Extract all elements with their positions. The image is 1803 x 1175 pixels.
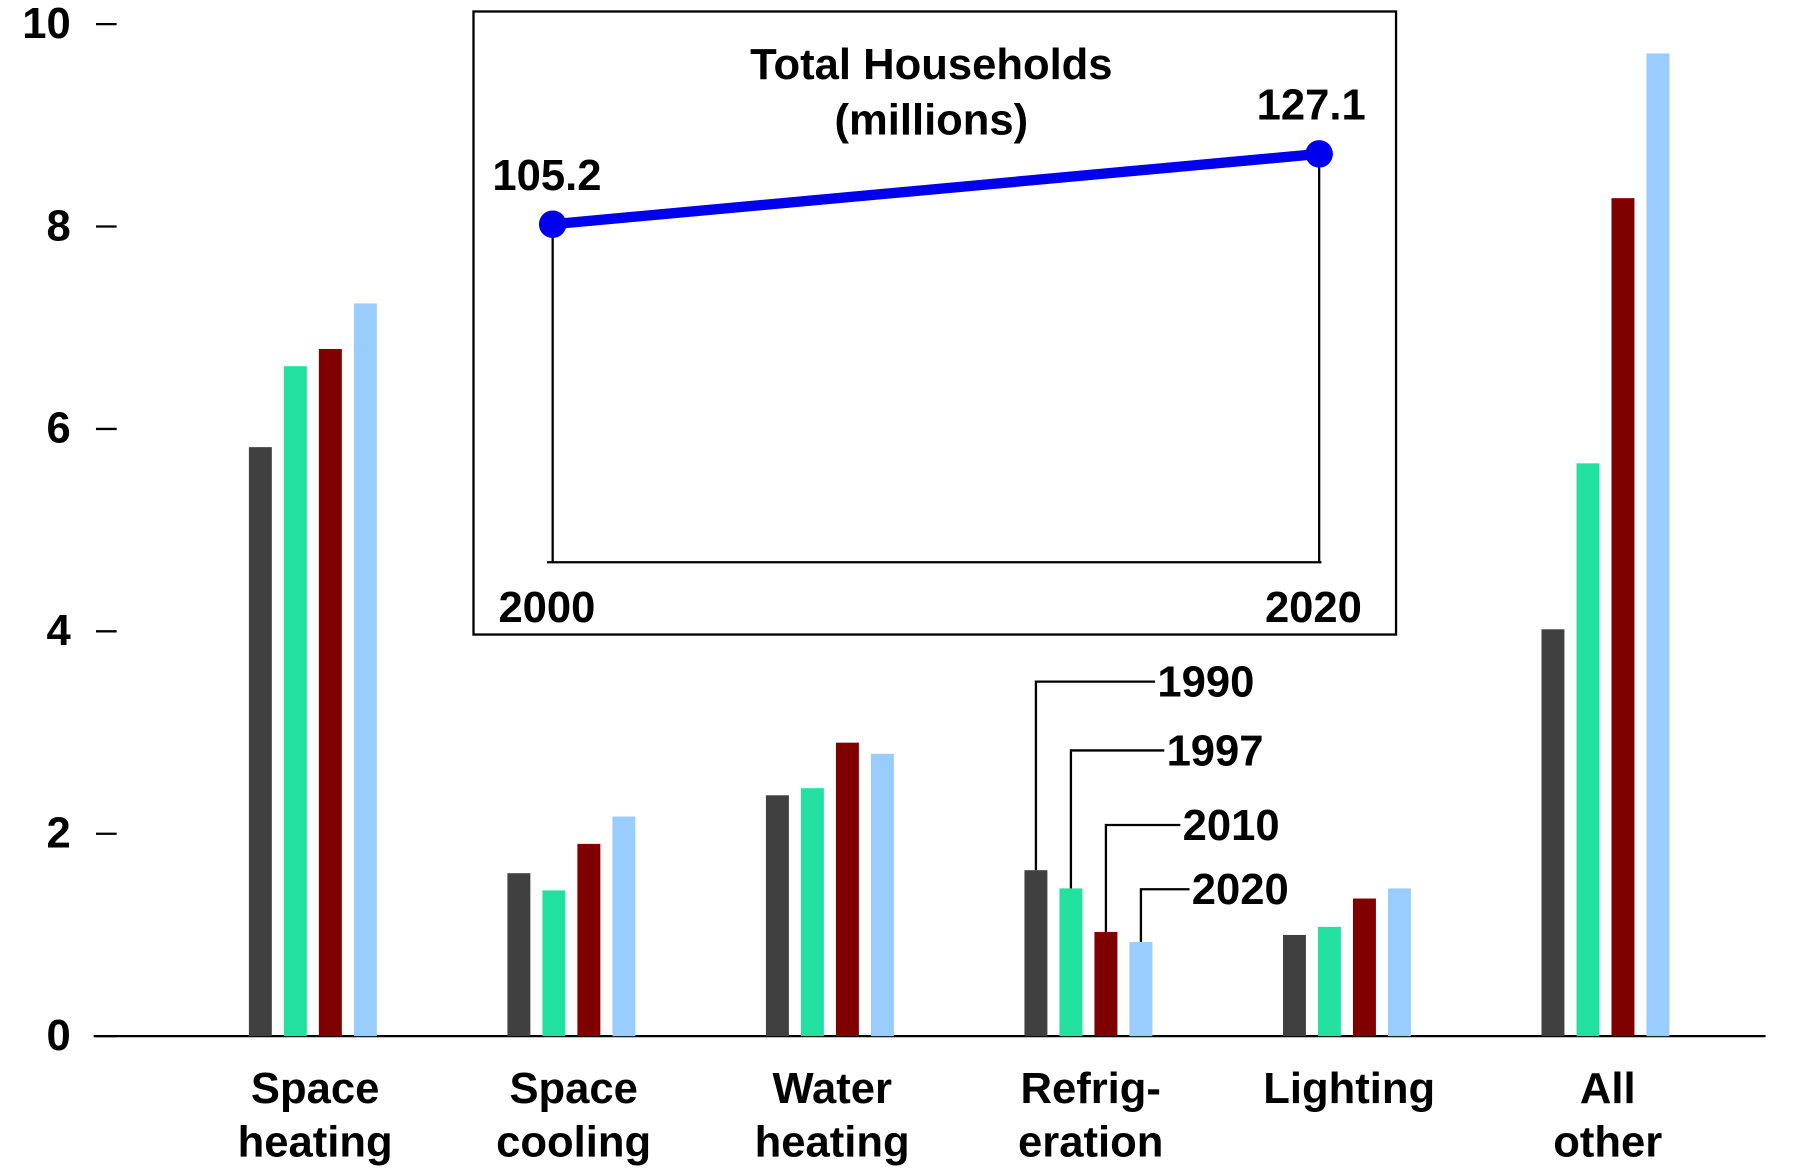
bar <box>1024 870 1048 1037</box>
x-tick-label: Lighting <box>1263 1065 1435 1113</box>
bar <box>765 795 789 1037</box>
bar <box>283 366 307 1037</box>
bar <box>248 447 272 1037</box>
bar <box>1317 926 1341 1037</box>
x-tick-label: Water <box>772 1065 892 1113</box>
x-tick-label: All <box>1580 1065 1636 1113</box>
y-tick-label: 0 <box>46 1012 70 1060</box>
x-tick-label: heating <box>238 1119 393 1167</box>
inset-title: Total Households <box>750 41 1112 89</box>
bar <box>1611 198 1635 1037</box>
bar <box>835 742 859 1037</box>
inset-title: (millions) <box>834 96 1028 144</box>
bar <box>577 843 601 1037</box>
inset-frame <box>472 10 1398 636</box>
bar <box>1059 888 1083 1037</box>
legend-label: 1990 <box>1157 659 1254 707</box>
point <box>1305 140 1333 168</box>
x-tick-label: 2020 <box>1265 584 1362 632</box>
bar <box>1387 888 1411 1037</box>
y-tick-label: 6 <box>46 405 70 453</box>
bar <box>507 873 531 1037</box>
bar <box>318 348 342 1037</box>
y-tick-label: 8 <box>46 202 70 250</box>
value-label: 105.2 <box>492 152 601 200</box>
x-tick-label: cooling <box>496 1119 651 1167</box>
x-tick-label: Refrig- <box>1020 1065 1160 1113</box>
y-tick-label: 4 <box>46 607 71 655</box>
bar <box>542 890 566 1037</box>
y-tick-label: 2 <box>46 810 70 858</box>
value-label: 127.1 <box>1257 82 1366 130</box>
y-tick-label: 10 <box>22 0 71 48</box>
legend-label: 2020 <box>1192 866 1289 914</box>
x-tick-label: heating <box>755 1119 910 1167</box>
bar <box>1646 53 1670 1037</box>
x-tick-label: 2000 <box>498 584 595 632</box>
x-tick-label: Space <box>509 1065 637 1113</box>
x-tick-label: other <box>1553 1119 1662 1167</box>
bar <box>800 788 824 1037</box>
x-tick-label: eration <box>1018 1119 1163 1167</box>
legend-leader <box>1034 680 1156 871</box>
bar <box>1352 898 1376 1037</box>
line <box>552 148 1320 230</box>
legend-label: 2010 <box>1183 802 1280 850</box>
bar <box>1129 942 1153 1037</box>
point <box>538 210 567 239</box>
bar <box>1576 463 1600 1037</box>
legend-leader <box>1104 823 1181 932</box>
bar <box>1282 934 1306 1037</box>
legend-leader <box>1069 749 1165 889</box>
x-tick-label: Space <box>251 1065 379 1113</box>
bar <box>1541 629 1565 1037</box>
bar <box>1094 931 1118 1037</box>
legend-label: 1997 <box>1167 727 1264 775</box>
bar <box>870 753 894 1037</box>
bar <box>353 303 377 1037</box>
legend-leader <box>1139 888 1190 943</box>
bar <box>612 816 636 1037</box>
